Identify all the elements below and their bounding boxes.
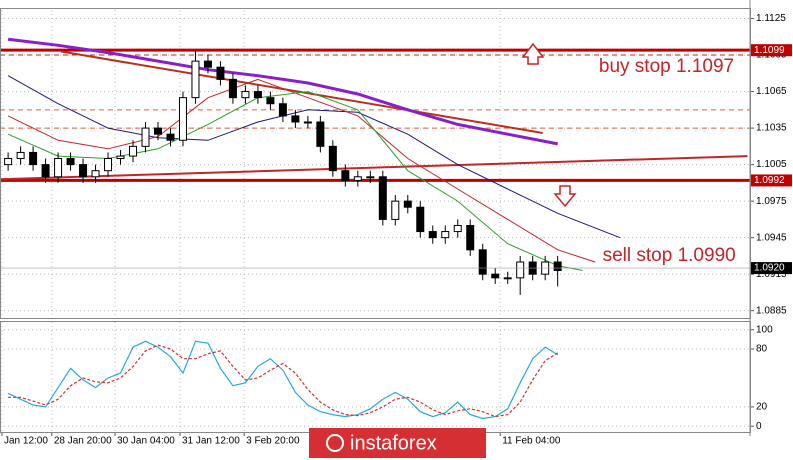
- level-tag-label: 1.1099: [754, 45, 785, 56]
- y-tick-label: 100: [756, 324, 773, 335]
- y-tick-label: 20: [756, 402, 768, 413]
- level-tag-label: 1.0992: [754, 175, 785, 186]
- moving-average: [7, 78, 596, 263]
- candle-body: [91, 170, 100, 178]
- candle-body: [441, 231, 450, 239]
- moving-average: [7, 37, 558, 146]
- candle-body: [316, 121, 325, 147]
- y-tick-label: 1.0975: [756, 196, 787, 207]
- x-tick-label: 28 Jan 20:00: [54, 436, 112, 447]
- candle-body: [516, 261, 525, 279]
- candle-body: [428, 231, 437, 239]
- y-tick-label: 1.0945: [756, 232, 787, 243]
- oscillator-line: [8, 344, 559, 418]
- y-tick-label: 1.1035: [756, 123, 787, 134]
- y-tick-label: 1.1065: [756, 86, 787, 97]
- candle-body: [378, 176, 387, 220]
- candle-body: [391, 200, 400, 220]
- candle-body: [241, 91, 250, 99]
- brand-text: instaforex: [350, 432, 437, 454]
- candle-body: [129, 145, 138, 157]
- candle-body: [216, 66, 225, 80]
- annotation: buy stop 1.1097: [599, 56, 734, 77]
- candle-body: [278, 103, 287, 117]
- x-tick-label: Jan 12:00: [4, 436, 48, 447]
- brand-logo: [326, 434, 344, 452]
- candle-body: [328, 145, 337, 172]
- candle-body: [228, 78, 237, 99]
- candle-body: [104, 158, 113, 172]
- candle-body: [553, 261, 562, 272]
- candle-body: [303, 121, 312, 124]
- candle-body: [79, 164, 88, 178]
- candle-body: [478, 249, 487, 275]
- level-tag: [751, 174, 792, 187]
- y-tick-label: 1.0915: [756, 269, 787, 280]
- up-arrow: [521, 42, 545, 65]
- candle-body: [29, 151, 38, 166]
- candle-body: [66, 158, 75, 166]
- candle-body: [453, 224, 462, 233]
- y-tick-label: 80: [756, 344, 768, 355]
- y-tick-label: 1.1125: [756, 13, 786, 24]
- x-tick-label: 3 Feb 20:00: [246, 436, 300, 447]
- candle-body: [491, 273, 500, 279]
- candle-body: [416, 206, 425, 233]
- level-tag: [751, 44, 792, 57]
- candle-body: [266, 97, 275, 105]
- candle-body: [203, 60, 212, 68]
- y-tick-label: 0: [756, 421, 762, 432]
- candle-body: [153, 127, 162, 135]
- candle-body: [191, 60, 200, 99]
- candle-body: [178, 97, 187, 141]
- x-tick-label: 31 Jan 12:00: [182, 436, 240, 447]
- candle-body: [16, 151, 25, 160]
- annotation-bg: [600, 244, 738, 266]
- y-tick-label: 1.0885: [756, 305, 787, 316]
- down-arrow: [553, 185, 577, 208]
- x-tick-label: 30 Jan 04:00: [117, 436, 175, 447]
- candle-body: [4, 158, 13, 166]
- candle-body: [366, 176, 375, 179]
- candle-body: [253, 91, 262, 99]
- candle-body: [166, 133, 175, 141]
- candle-body: [353, 176, 362, 181]
- current-price-tag: [751, 262, 792, 275]
- candle-body: [291, 115, 300, 123]
- brand-box: [309, 428, 486, 458]
- candle-body: [116, 155, 125, 160]
- x-tick-label: 11 Feb 04:00: [502, 436, 561, 447]
- moving-average: [7, 75, 621, 239]
- candle-body: [341, 170, 350, 181]
- candle-body: [503, 277, 512, 280]
- oscillator-line: [7, 340, 559, 420]
- price-panel: 1.11251.10951.10651.10351.10051.09751.09…: [0, 10, 787, 447]
- trend-line: [0, 155, 748, 181]
- candle-body: [41, 164, 50, 178]
- current-price-label: 1.0920: [754, 263, 785, 274]
- annotation: sell stop 1.0990: [603, 245, 736, 266]
- candle-body: [141, 127, 150, 147]
- candle-body: [466, 224, 475, 251]
- candle-body: [54, 158, 63, 178]
- y-tick-label: 1.1005: [756, 159, 787, 170]
- candle-body: [403, 200, 412, 208]
